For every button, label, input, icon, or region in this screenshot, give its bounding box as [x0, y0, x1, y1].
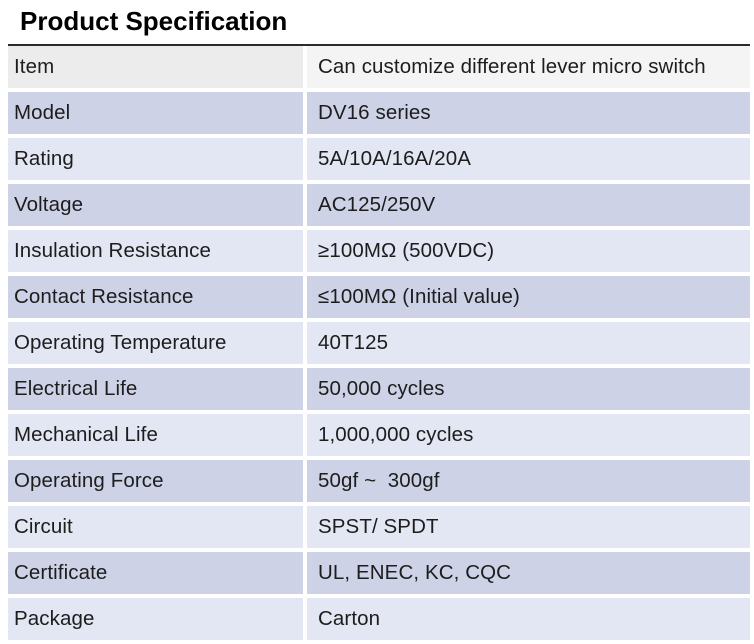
spec-label: Model	[8, 92, 303, 134]
spec-label: Operating Temperature	[8, 322, 303, 364]
spec-label: Voltage	[8, 184, 303, 226]
spec-value: 1,000,000 cycles	[307, 414, 750, 456]
spec-label: Mechanical Life	[8, 414, 303, 456]
spec-label: Insulation Resistance	[8, 230, 303, 272]
table-row: Rating 5A/10A/16A/20A	[8, 138, 750, 180]
spec-value: 50gf ~ 300gf	[307, 460, 750, 502]
table-row: Operating Force 50gf ~ 300gf	[8, 460, 750, 502]
spec-value: DV16 series	[307, 92, 750, 134]
table-row: Electrical Life 50,000 cycles	[8, 368, 750, 410]
table-row: Operating Temperature 40T125	[8, 322, 750, 364]
spec-label: Certificate	[8, 552, 303, 594]
page-title: Product Specification	[20, 6, 288, 36]
table-row: Package Carton	[8, 598, 750, 640]
spec-value: ≥100MΩ (500VDC)	[307, 230, 750, 272]
spec-value: 50,000 cycles	[307, 368, 750, 410]
spec-value: UL, ENEC, KC, CQC	[307, 552, 750, 594]
spec-label: Item	[8, 46, 303, 88]
spec-value: SPST/ SPDT	[307, 506, 750, 548]
table-row: Circuit SPST/ SPDT	[8, 506, 750, 548]
spec-value: 5A/10A/16A/20A	[307, 138, 750, 180]
spec-label: Circuit	[8, 506, 303, 548]
spec-label: Rating	[8, 138, 303, 180]
spec-label: Electrical Life	[8, 368, 303, 410]
spec-value: Carton	[307, 598, 750, 640]
table-row: Contact Resistance ≤100MΩ (Initial value…	[8, 276, 750, 318]
spec-value: ≤100MΩ (Initial value)	[307, 276, 750, 318]
spec-value: AC125/250V	[307, 184, 750, 226]
table-row: Item Can customize different lever micro…	[8, 46, 750, 88]
table-row: Voltage AC125/250V	[8, 184, 750, 226]
spec-label: Operating Force	[8, 460, 303, 502]
spec-value: 40T125	[307, 322, 750, 364]
spec-value: Can customize different lever micro swit…	[307, 46, 750, 88]
table-row: Insulation Resistance ≥100MΩ (500VDC)	[8, 230, 750, 272]
table-row: Model DV16 series	[8, 92, 750, 134]
table-row: Certificate UL, ENEC, KC, CQC	[8, 552, 750, 594]
spec-table: Item Can customize different lever micro…	[8, 44, 750, 640]
spec-label: Package	[8, 598, 303, 640]
spec-label: Contact Resistance	[8, 276, 303, 318]
table-row: Mechanical Life 1,000,000 cycles	[8, 414, 750, 456]
